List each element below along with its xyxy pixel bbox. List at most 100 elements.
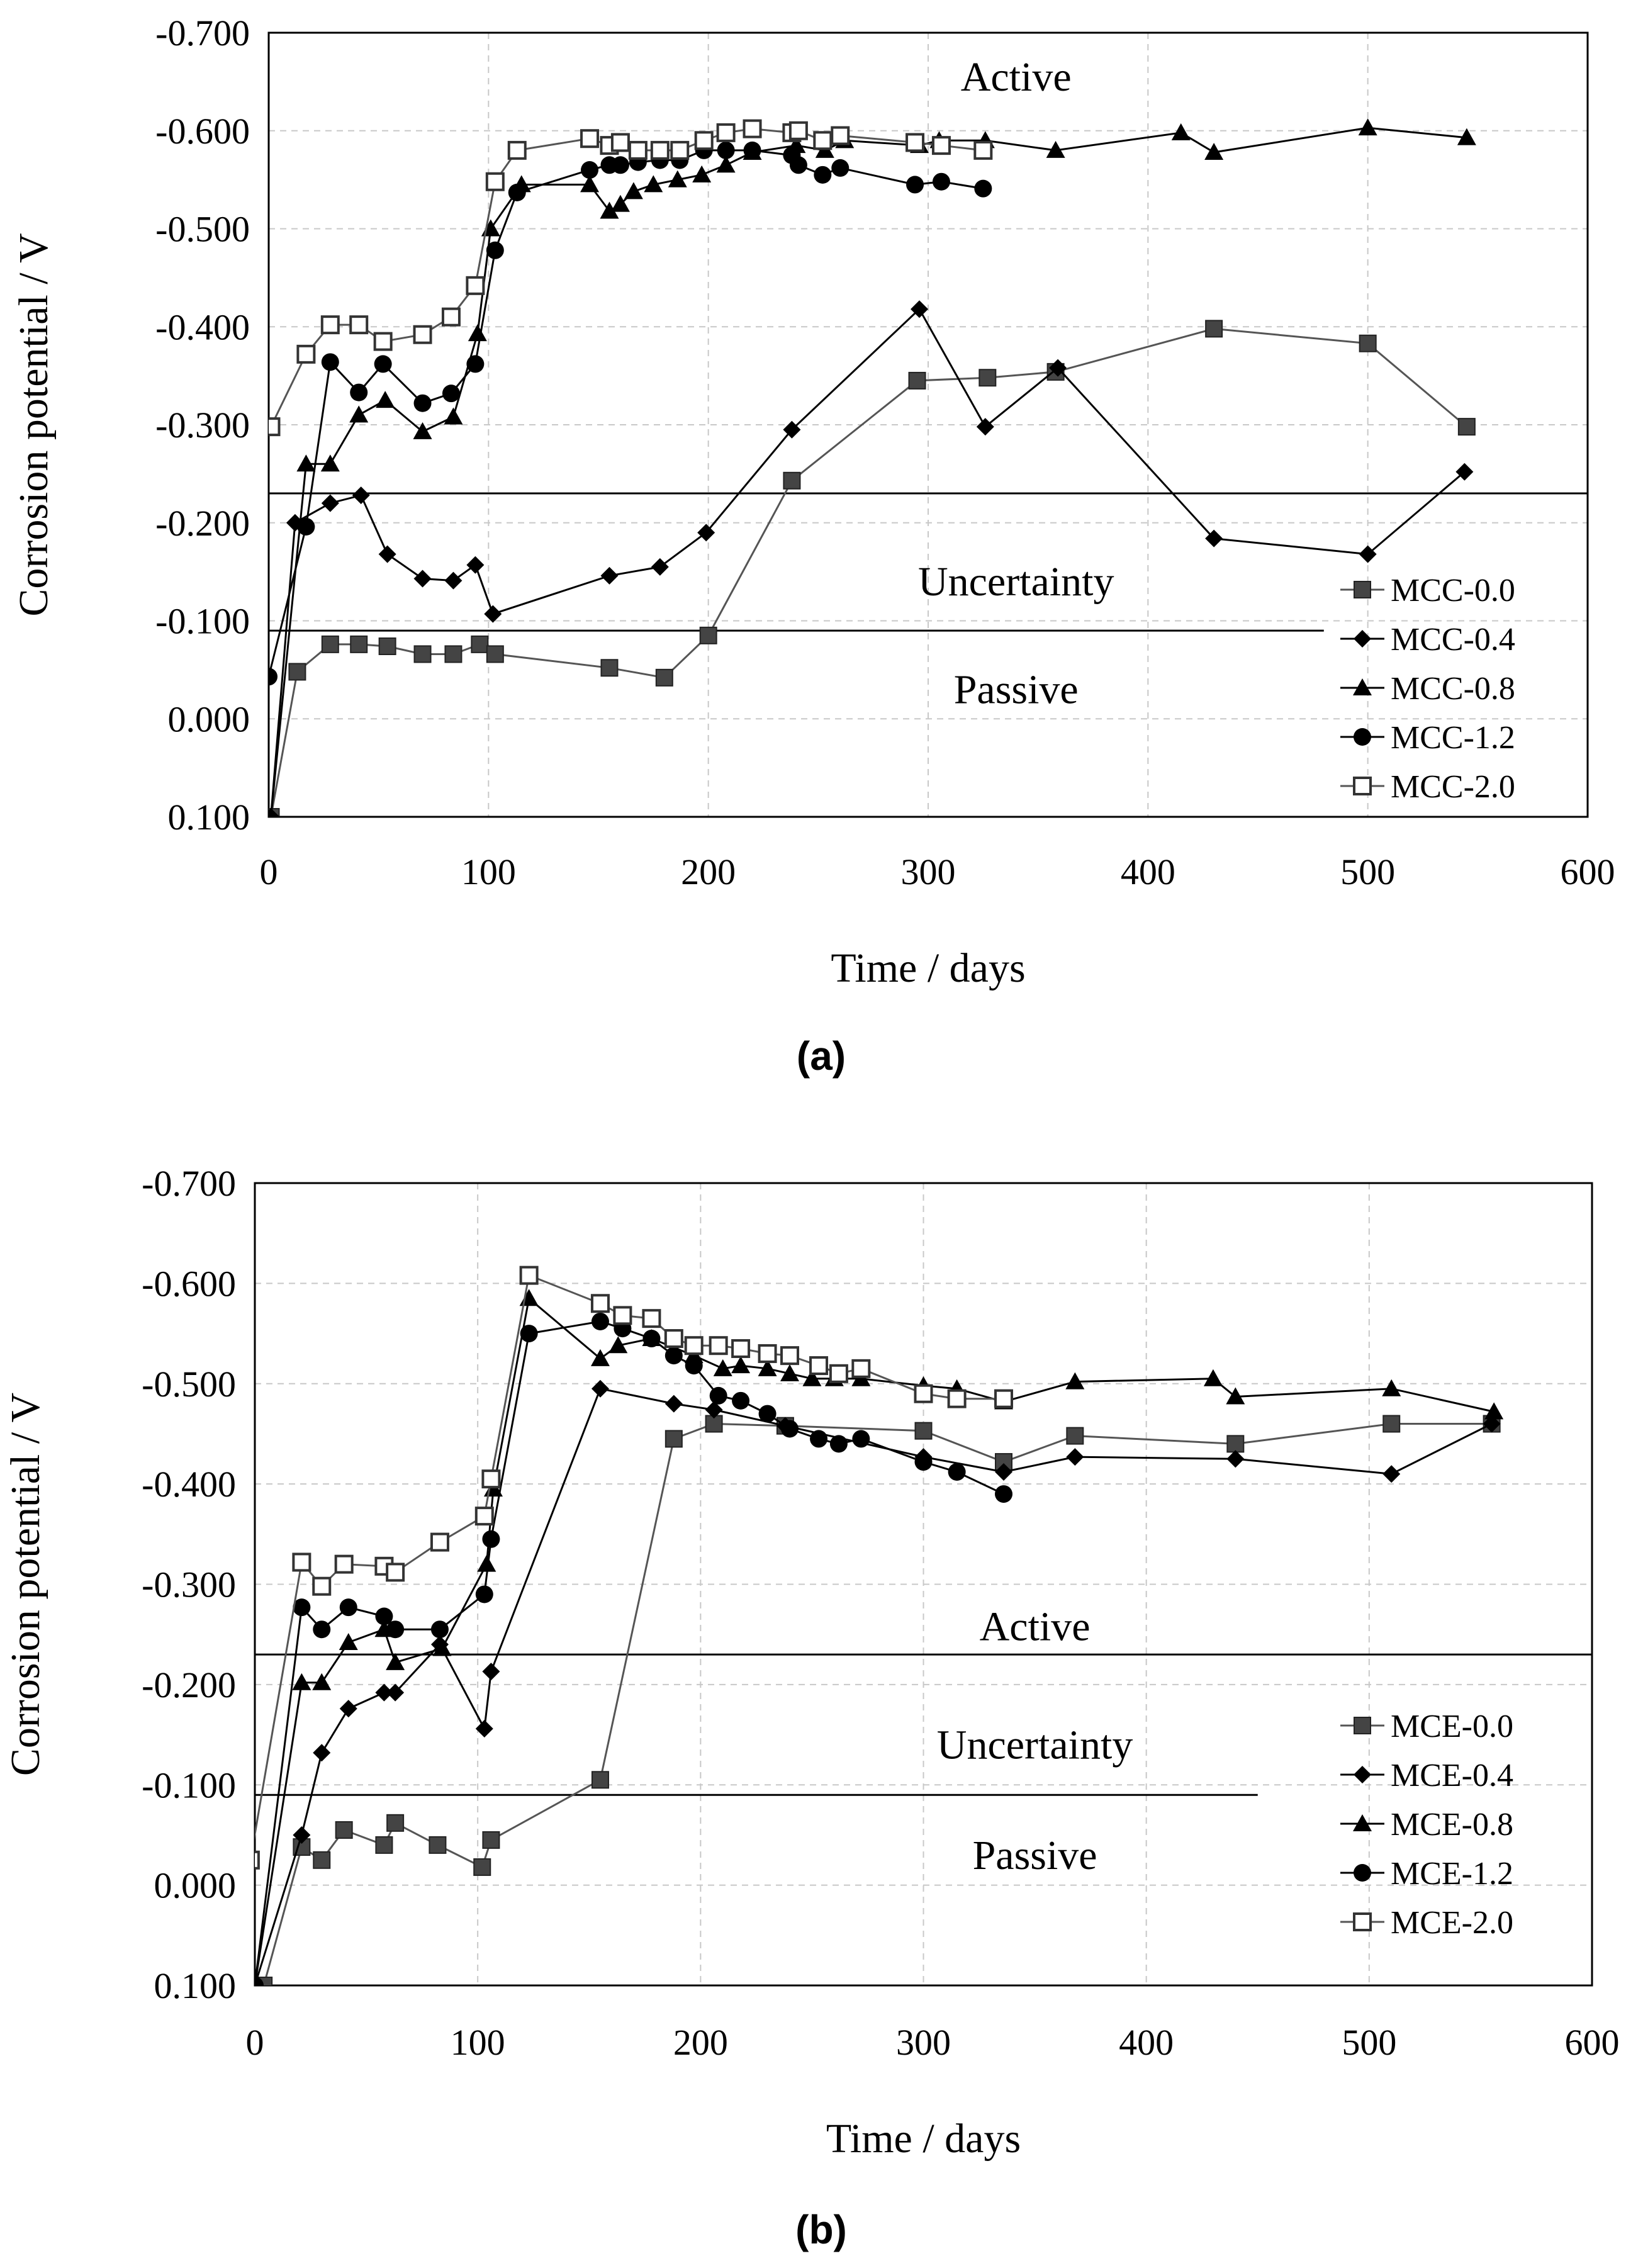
legend-marker-mce-1.2 [1354,1864,1371,1882]
data-point-mce-2.0 [386,1563,405,1582]
data-point-mcc-0.0 [1205,320,1223,338]
data-point-mcc-2.0 [931,136,951,155]
data-point-mcc-0.8 [269,807,276,817]
legend-marker-mce-0.4 [1354,1766,1371,1783]
data-point-mcc-0.4 [378,545,396,563]
region-label: Passive [954,667,1079,713]
legend-marker-mce-0.8 [1353,1814,1372,1831]
data-point-mce-0.0 [482,1831,500,1849]
legend-label-mcc-2.0: MCC-2.0 [1391,769,1515,805]
data-point-mcc-0.0 [288,663,306,681]
data-point-mcc-1.2 [413,394,432,412]
data-point-mce-1.2 [829,1435,848,1453]
data-point-mcc-2.0 [269,417,281,437]
data-point-mce-0.4 [386,1683,405,1702]
data-point-mcc-1.2 [743,141,761,159]
data-point-mce-1.2 [430,1620,449,1639]
legend-marker-mcc-0.0 [1354,581,1371,598]
data-point-mce-0.8 [1226,1387,1245,1405]
data-point-mcc-2.0 [413,325,432,344]
data-point-mcc-1.2 [374,355,392,373]
y-tick-label: -0.600 [155,111,250,152]
x-tick-label: 300 [896,2022,951,2063]
data-point-mcc-1.2 [717,141,735,159]
data-point-mcc-0.0 [600,659,619,677]
x-tick-label: 200 [681,851,736,892]
y-tick-label: 0.100 [154,1965,237,2006]
chart-panel-a: 0 100 200 300 400 500 600 -0.700 -0.600 -0.500 -0.… [11,13,1615,1079]
data-point-mcc-0.4 [1455,463,1474,481]
data-point-mcc-0.4 [413,570,432,588]
data-point-mcc-1.2 [581,161,599,179]
data-point-mcc-1.2 [932,172,950,191]
data-point-mce-1.2 [591,1312,609,1330]
data-point-mce-0.8 [312,1673,332,1690]
data-point-mcc-0.4 [651,558,669,576]
data-point-mcc-1.2 [974,179,992,198]
data-point-mcc-0.0 [471,635,489,653]
data-point-mcc-2.0 [507,140,527,160]
data-point-mce-0.8 [1382,1379,1401,1396]
data-point-mcc-2.0 [716,123,736,142]
data-point-mce-0.0 [591,1771,609,1789]
data-point-mcc-2.0 [580,129,600,149]
data-point-mcc-0.4 [600,566,619,585]
data-point-mce-0.8 [590,1349,610,1366]
plot-area [254,1182,1593,1987]
data-point-mcc-2.0 [743,119,762,138]
data-point-mce-1.2 [810,1430,828,1448]
data-point-mcc-0.0 [413,645,432,663]
legend-label-mcc-0.0: MCC-0.0 [1391,573,1515,609]
data-point-mcc-2.0 [650,140,670,160]
legend-marker-mce-2.0 [1353,1912,1372,1931]
y-tick-label: 0.100 [168,797,250,838]
data-point-mcc-0.4 [783,420,801,439]
data-point-mce-0.8 [432,1639,452,1656]
x-tick-label: 100 [461,851,516,892]
data-point-mcc-2.0 [906,133,925,152]
y-tick-label: -0.100 [155,601,250,642]
data-point-mcc-2.0 [441,307,461,327]
series-group [269,118,1476,817]
data-point-mcc-0.0 [350,635,368,653]
data-point-mce-0.4 [705,1401,723,1419]
data-point-mcc-1.2 [831,159,850,177]
region-label: Uncertainty [937,1722,1133,1768]
data-point-mce-2.0 [255,1850,260,1870]
data-point-mcc-2.0 [485,172,505,191]
data-point-mcc-1.2 [269,668,278,686]
data-point-mce-1.2 [685,1357,703,1375]
x-tick-label: 500 [1342,2022,1396,2063]
data-point-mce-2.0 [481,1469,501,1489]
data-point-mcc-1.2 [350,383,368,401]
data-point-mce-0.4 [591,1379,609,1398]
data-point-mce-1.2 [339,1598,357,1617]
legend-label-mce-0.0: MCE-0.0 [1391,1709,1513,1744]
data-point-mcc-2.0 [610,133,630,152]
data-point-mce-2.0 [709,1336,728,1356]
data-point-mcc-0.8 [468,324,487,342]
data-point-mcc-0.0 [321,635,339,653]
data-point-mce-1.2 [475,1585,493,1603]
data-point-mcc-2.0 [466,276,485,295]
data-point-mcc-0.8 [1358,118,1377,136]
data-point-mce-0.8 [780,1364,799,1381]
data-point-mcc-0.8 [1046,140,1065,158]
data-point-mce-0.4 [995,1463,1012,1481]
legend-marker-mcc-0.8 [1353,678,1372,695]
data-point-mce-0.8 [386,1653,405,1670]
data-point-mcc-1.2 [906,176,924,194]
data-point-mce-0.0 [1066,1427,1084,1445]
data-point-mce-0.8 [1203,1369,1223,1386]
data-point-mce-2.0 [430,1532,449,1552]
data-point-mce-0.0 [914,1422,933,1440]
data-point-mcc-0.8 [624,182,643,199]
data-point-mcc-2.0 [628,140,648,160]
data-point-mce-1.2 [948,1463,966,1481]
y-tick-label: -0.100 [142,1765,236,1805]
data-point-mcc-0.8 [349,405,369,423]
data-point-mcc-0.0 [655,668,673,687]
data-point-mcc-2.0 [813,131,833,150]
y-tick-label: -0.300 [142,1564,236,1605]
